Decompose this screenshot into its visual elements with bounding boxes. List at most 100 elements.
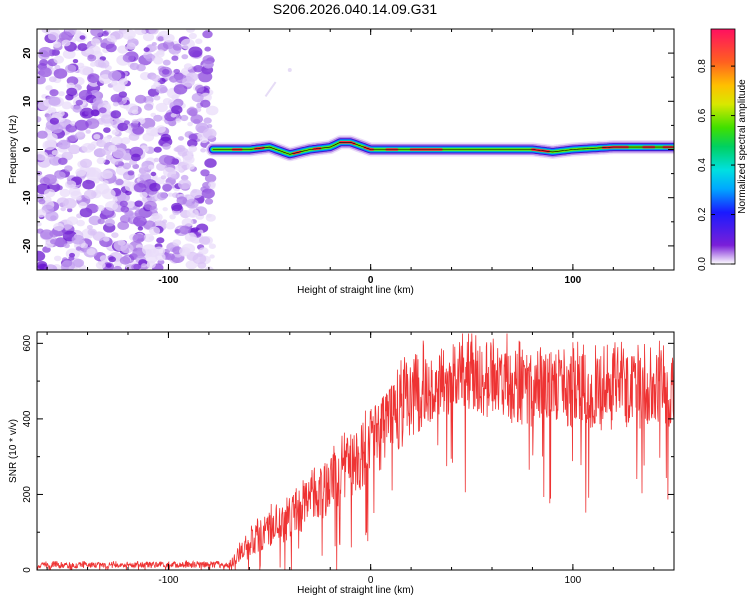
noise-blob xyxy=(163,33,175,43)
noise-blob xyxy=(117,192,130,203)
noise-blob xyxy=(90,61,97,67)
noise-blob xyxy=(56,197,69,207)
y-tick-label: 20 xyxy=(22,47,33,59)
noise-blob xyxy=(204,46,211,52)
noise-blob xyxy=(203,117,212,124)
noise-blob xyxy=(139,72,151,81)
noise-blob xyxy=(157,36,164,42)
noise-blob xyxy=(187,121,193,127)
noise-blob xyxy=(50,123,64,134)
noise-blob xyxy=(195,38,203,45)
x-tick-label: -100 xyxy=(158,275,178,286)
noise-blob xyxy=(176,196,188,205)
noise-blob xyxy=(90,29,104,37)
noise-blob xyxy=(153,146,162,153)
noise-blob xyxy=(204,158,217,168)
x-tick-label: -100 xyxy=(158,575,178,586)
noise-blob xyxy=(188,46,203,58)
noise-blob xyxy=(102,136,112,143)
spectrogram-heatmap xyxy=(37,29,674,270)
noise-blob xyxy=(49,89,59,97)
top-y-axis-label: Frequency (Hz) xyxy=(8,115,19,184)
noise-blob xyxy=(37,116,42,123)
noise-blob xyxy=(143,47,150,53)
noise-blob xyxy=(162,143,171,150)
noise-blob xyxy=(153,114,163,122)
noise-blob xyxy=(105,263,112,268)
noise-blob xyxy=(127,170,135,176)
noise-blob xyxy=(199,236,211,245)
noise-blob xyxy=(132,233,145,244)
noise-blob xyxy=(111,136,123,146)
noise-blob xyxy=(68,255,75,261)
noise-blob xyxy=(74,119,89,131)
noise-blob xyxy=(72,59,79,64)
noise-blob xyxy=(120,206,130,213)
x-tick-label: 100 xyxy=(565,275,582,286)
noise-blob xyxy=(157,49,165,55)
noise-blob xyxy=(142,244,157,256)
noise-blob xyxy=(56,185,63,191)
noise-blob xyxy=(37,75,46,85)
noise-blob xyxy=(153,81,161,88)
noise-blob xyxy=(182,155,195,165)
noise-blob xyxy=(54,64,61,70)
colorbar-label: Normalized spectral amplitude xyxy=(737,79,748,214)
noise-blob xyxy=(48,96,61,106)
noise-blob xyxy=(184,232,197,242)
colorbar-tick-label: 0.6 xyxy=(697,108,708,122)
noise-blob xyxy=(113,240,128,252)
noise-blob xyxy=(110,110,122,119)
noise-blob xyxy=(76,132,86,139)
noise-blob xyxy=(110,93,123,103)
noise-blob xyxy=(144,200,157,211)
noise-blob xyxy=(185,29,196,33)
noise-blob xyxy=(196,133,205,140)
noise-blob xyxy=(60,206,66,212)
noise-blob xyxy=(162,184,173,192)
noise-blob xyxy=(167,192,174,197)
noise-blob xyxy=(169,75,179,83)
noise-blob xyxy=(65,180,77,189)
noise-blob xyxy=(58,31,73,42)
noise-blob xyxy=(37,250,46,262)
noise-blob xyxy=(72,105,82,113)
ridge-line xyxy=(212,142,674,155)
noise-blob xyxy=(137,226,144,231)
noise-blob xyxy=(134,200,143,207)
noise-blob xyxy=(123,174,130,180)
noise-blob xyxy=(160,133,171,142)
noise-blob xyxy=(177,147,189,157)
noise-blob xyxy=(110,80,118,86)
noise-blob xyxy=(50,239,57,245)
top-x-axis-label: Height of straight line (km) xyxy=(297,285,414,296)
noise-blob xyxy=(96,139,107,148)
noise-blob xyxy=(157,192,168,201)
noise-blob xyxy=(178,136,184,141)
noise-blob xyxy=(65,64,77,73)
noise-blob xyxy=(117,221,130,230)
noise-blob xyxy=(170,173,177,179)
noise-blob xyxy=(111,232,119,239)
noise-blob xyxy=(96,205,105,212)
noise-blob xyxy=(200,169,210,177)
noise-blob xyxy=(117,122,129,132)
noise-blob xyxy=(63,243,70,249)
noise-blob xyxy=(105,43,117,53)
noise-blob xyxy=(150,212,163,222)
noise-blob xyxy=(117,45,128,54)
noise-blob xyxy=(145,53,156,62)
colorbar-tick-label: 0.0 xyxy=(697,257,708,271)
noise-blob xyxy=(190,114,203,124)
noise-blob xyxy=(162,207,168,212)
noise-blob xyxy=(47,32,59,41)
noise-blob xyxy=(37,209,46,218)
noise-blob xyxy=(208,243,216,249)
noise-blob xyxy=(92,97,101,104)
noise-blob xyxy=(39,59,48,66)
noise-blob xyxy=(66,216,79,225)
noise-blob xyxy=(54,255,62,262)
noise-blob xyxy=(149,182,161,192)
noise-blob xyxy=(151,74,161,82)
